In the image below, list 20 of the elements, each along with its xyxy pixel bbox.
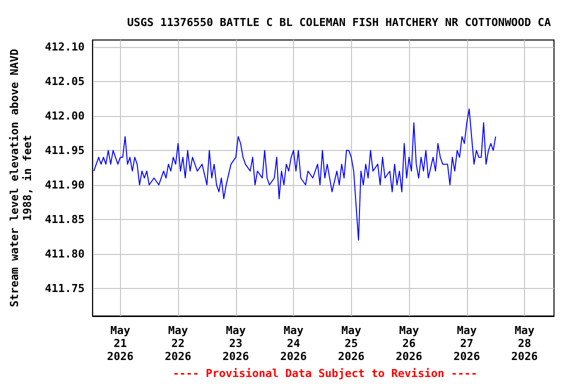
x-tick-label: May 22 2026: [164, 324, 192, 363]
x-tick-label: May 26 2026: [396, 324, 423, 363]
chart-title: USGS 11376550 BATTLE C BL COLEMAN FISH HATCHERY NR COTTONWOOD CA: [127, 16, 552, 29]
y-tick-label: 412.10: [44, 40, 85, 54]
y-axis-title: Stream water level elevation above NAVD 1988, in feet: [8, 48, 34, 308]
x-tick-label: May 28 2026: [511, 324, 538, 363]
x-tick-label: May 21 2026: [107, 324, 134, 363]
x-tick-label: May 24 2026: [280, 324, 308, 363]
y-tick-label: 411.75: [44, 282, 85, 295]
text: ---- Provisional Data Subject to Revision ----: [172, 367, 478, 380]
y-tick-label: 412.00: [44, 109, 85, 122]
y-tick-label: 411.80: [44, 247, 85, 260]
x-tick-label: May 23 2026: [222, 324, 250, 363]
y-tick-label: 411.85: [44, 212, 85, 226]
y-tick-label: 412.05: [44, 74, 85, 88]
line-series: [93, 108, 496, 241]
y-tick-label: 411.90: [44, 178, 85, 192]
y-tick-label: 411.95: [44, 144, 85, 157]
x-tick-label: May 25 2026: [338, 324, 365, 363]
x-tick-label: May 27 2026: [454, 324, 480, 363]
